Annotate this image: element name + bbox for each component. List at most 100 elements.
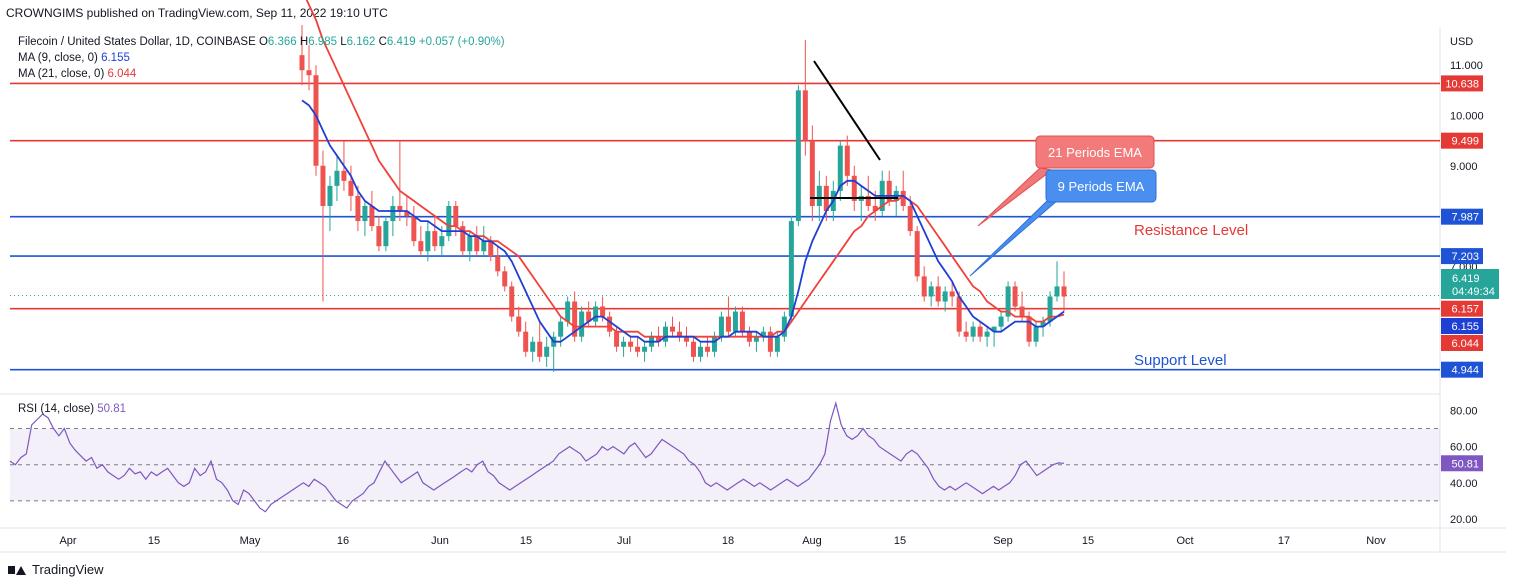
- ema21-callout-text: 21 Periods EMA: [1048, 145, 1142, 160]
- ma9-badge-bg: [1441, 318, 1483, 334]
- trend-drawing: [810, 60, 898, 199]
- drawings: 21 Periods EMA 9 Periods EMA Resistance Le…: [810, 60, 1248, 369]
- candle-body: [341, 170, 347, 181]
- candle-body: [1061, 286, 1067, 297]
- time-tick: Apr: [59, 535, 76, 547]
- ohlc-close: 6.419: [386, 36, 416, 48]
- candle-body: [942, 291, 948, 302]
- candle-body: [704, 346, 710, 352]
- candle-body: [327, 185, 333, 206]
- price-badge-countdown: 04:49:34: [1452, 286, 1495, 298]
- candle-body: [523, 331, 529, 352]
- candle-body: [474, 236, 480, 252]
- symbol-label[interactable]: Filecoin / United States Dollar, 1D, COI…: [18, 36, 256, 48]
- candle-body: [816, 185, 822, 206]
- candle-body: [313, 75, 319, 166]
- axes: USD11.00010.0009.0007.00010.6389.4997.98…: [59, 36, 1499, 547]
- candle-body: [725, 316, 731, 332]
- level-badge-bg: [1441, 132, 1483, 149]
- candle-body: [467, 236, 473, 252]
- candle-body: [928, 286, 934, 297]
- candle-body: [607, 316, 613, 332]
- candle-body: [299, 55, 305, 71]
- candle-body: [369, 205, 375, 227]
- level-badge: 6.157: [1451, 304, 1479, 316]
- candle-body: [544, 346, 550, 357]
- publisher-header: CROWNGIMS published on TradingView.com, …: [6, 6, 388, 20]
- candle-body: [397, 205, 403, 211]
- price-badge-bg: [1441, 269, 1499, 299]
- candle-body: [481, 241, 487, 252]
- candle-body: [670, 326, 676, 332]
- candle-body: [635, 346, 641, 352]
- level-badge: 10.638: [1445, 78, 1479, 90]
- candle-body: [802, 90, 808, 141]
- candle-body: [809, 140, 815, 206]
- candle-body: [495, 256, 501, 272]
- time-tick: Nov: [1366, 535, 1386, 547]
- level-badge: 7.203: [1451, 251, 1479, 263]
- time-tick: 15: [520, 535, 532, 547]
- candle-body: [334, 170, 340, 186]
- rsi-label[interactable]: RSI (14, close): [18, 403, 95, 415]
- horizontal-levels: [10, 82, 1440, 371]
- tradingview-footer[interactable]: TradingView: [8, 562, 104, 577]
- candle-body: [921, 276, 927, 297]
- time-tick: 18: [722, 535, 734, 547]
- candle-body: [355, 195, 361, 222]
- ohlc-low-label: L: [340, 36, 347, 48]
- candle-body: [411, 216, 417, 242]
- candle-body: [732, 311, 738, 332]
- candle-body: [376, 226, 382, 247]
- candle-body: [844, 145, 850, 176]
- candle-body: [586, 311, 592, 322]
- rsi-line: [9, 400, 1065, 513]
- rsi-tick: 20.00: [1450, 514, 1478, 526]
- candle-body: [998, 316, 1004, 327]
- candle-body: [690, 341, 696, 357]
- price-badge-value: 6.419: [1452, 273, 1480, 285]
- rsi-tick: 40.00: [1450, 478, 1478, 490]
- ma9-label[interactable]: MA (9, close, 0): [18, 52, 98, 64]
- candle-body: [656, 336, 662, 342]
- time-tick: Aug: [802, 535, 822, 547]
- support-level-text: Support Level: [1134, 352, 1227, 369]
- ma9-line: [301, 99, 1065, 343]
- candle-body: [907, 205, 913, 232]
- level-badge: 9.499: [1451, 136, 1479, 148]
- candle-body: [390, 205, 396, 222]
- price-tick: 10.000: [1450, 110, 1484, 122]
- ma9-value: 6.155: [101, 52, 130, 64]
- ema21-callout-box: [1035, 135, 1155, 169]
- time-tick: Sep: [993, 535, 1013, 547]
- candle-body: [306, 70, 312, 76]
- candle-body: [984, 331, 990, 337]
- candle-body: [516, 316, 522, 332]
- ma21-line: MA (21, close, 0) 6.044: [18, 66, 505, 82]
- candle-body: [453, 205, 459, 227]
- candle-body: [753, 336, 759, 342]
- candle-body: [970, 326, 976, 337]
- ma9-line: MA (9, close, 0) 6.155: [18, 50, 505, 66]
- tradingview-logo-icon: [8, 564, 26, 576]
- candle-body: [439, 236, 445, 247]
- time-tick: Jul: [617, 535, 631, 547]
- candle-body: [677, 331, 683, 337]
- ohlc-high: 6.985: [308, 36, 337, 48]
- candle-body: [537, 341, 543, 357]
- ohlc-low: 6.162: [346, 36, 376, 48]
- candle-body: [593, 306, 599, 322]
- moving-averages: [301, 0, 1065, 343]
- candle-body: [614, 331, 620, 347]
- rsi-badge-bg: [1441, 455, 1483, 472]
- candle-body: [914, 231, 920, 277]
- candle-body: [600, 306, 606, 317]
- rsi-value: 50.81: [97, 403, 127, 415]
- candle-body: [1033, 326, 1039, 342]
- ma21-label[interactable]: MA (21, close, 0): [18, 68, 105, 80]
- candle-body: [418, 241, 424, 252]
- ohlc-close-label: C: [378, 36, 387, 48]
- ohlc-change: +0.057 (+0.90%): [418, 36, 505, 48]
- candle-body: [383, 221, 389, 247]
